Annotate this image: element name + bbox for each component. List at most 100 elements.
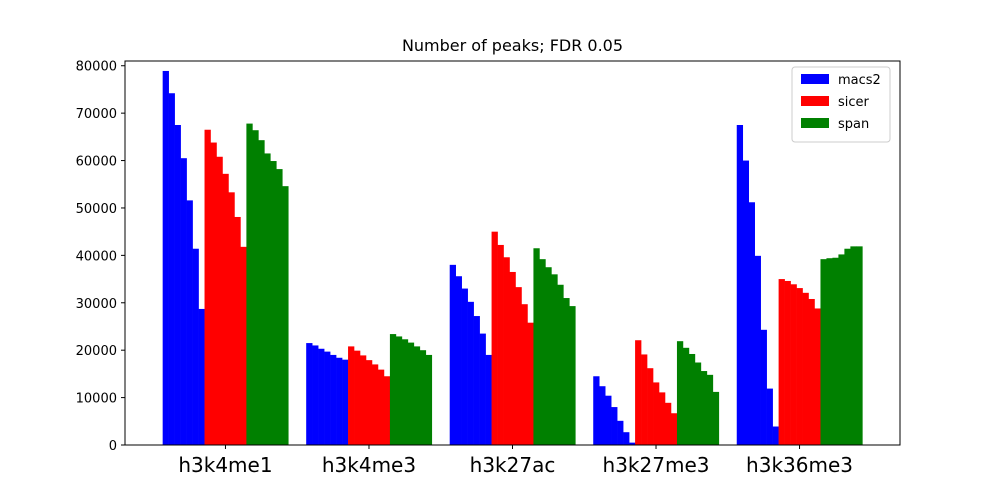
bar-span-h3k27me3-6 bbox=[706, 374, 714, 445]
bars-group bbox=[162, 70, 863, 446]
bar-span-h3k4me1-4 bbox=[264, 153, 271, 445]
bar-sicer-h3k36me3-2 bbox=[784, 280, 791, 445]
bar-macs2-h3k27me3-5 bbox=[617, 420, 624, 445]
bar-span-h3k27me3-7 bbox=[712, 391, 720, 445]
bar-span-h3k27ac-1 bbox=[533, 248, 540, 445]
bar-sicer-h3k4me1-5 bbox=[228, 192, 235, 445]
bar-macs2-h3k27ac-7 bbox=[485, 354, 492, 445]
bar-macs2-h3k27ac-4 bbox=[467, 301, 474, 445]
bar-span-h3k4me1-1 bbox=[246, 123, 253, 445]
bar-macs2-h3k4me3-5 bbox=[330, 354, 337, 445]
bar-sicer-h3k27me3-3 bbox=[647, 368, 654, 445]
y-tick-label: 10000 bbox=[76, 392, 117, 407]
bar-span-h3k4me1-7 bbox=[282, 186, 289, 445]
bar-macs2-h3k27me3-3 bbox=[605, 395, 612, 445]
bar-sicer-h3k27ac-5 bbox=[515, 287, 522, 445]
bar-sicer-h3k4me1-3 bbox=[216, 156, 223, 445]
bar-macs2-h3k36me3-6 bbox=[766, 388, 773, 445]
bar-sicer-h3k27ac-2 bbox=[497, 244, 504, 445]
bar-span-h3k27me3-4 bbox=[694, 362, 702, 445]
y-axis: 0 10000 20000 30000 40000 50000 60000 70000 8000… bbox=[76, 60, 125, 454]
plot-frame bbox=[124, 60, 901, 446]
bar-macs2-h3k27ac-6 bbox=[479, 333, 486, 445]
y-tick-label: 30000 bbox=[76, 297, 117, 312]
bar-span-h3k27me3-3 bbox=[688, 353, 696, 445]
bar-sicer-h3k4me3-6 bbox=[377, 369, 385, 445]
bar-macs2-h3k36me3-1 bbox=[736, 125, 744, 445]
bar-sicer-h3k27ac-4 bbox=[509, 271, 516, 445]
bar-macs2-h3k4me3-4 bbox=[324, 351, 331, 445]
legend-label-span: span bbox=[838, 117, 869, 132]
y-tick-label: 80000 bbox=[76, 60, 117, 75]
bar-span-h3k27me3-2 bbox=[682, 347, 690, 445]
bar-macs2-h3k27me3-1 bbox=[593, 376, 600, 445]
bar-macs2-h3k27me3-4 bbox=[611, 407, 618, 445]
y-tick-label: 70000 bbox=[76, 107, 117, 122]
bar-span-h3k4me3-5 bbox=[413, 346, 421, 445]
legend: macs2 sicer span bbox=[791, 66, 891, 143]
bar-sicer-h3k27me3-6 bbox=[664, 402, 672, 445]
x-tick-label-h3k27me3: h3k27me3 bbox=[603, 453, 710, 477]
bar-macs2-h3k36me3-3 bbox=[748, 202, 755, 445]
x-tick-label-h3k27ac: h3k27ac bbox=[470, 453, 556, 477]
bar-sicer-h3k36me3-3 bbox=[790, 284, 797, 445]
bar-macs2-h3k4me1-1 bbox=[162, 70, 169, 446]
bar-span-h3k36me3-6 bbox=[850, 246, 857, 445]
bar-sicer-h3k4me3-2 bbox=[354, 350, 361, 445]
bar-span-h3k36me3-4 bbox=[838, 254, 845, 445]
bar-sicer-h3k4me3-7 bbox=[383, 376, 391, 445]
bar-sicer-h3k4me1-2 bbox=[210, 142, 217, 446]
bar-sicer-h3k27me3-2 bbox=[641, 354, 648, 445]
bar-sicer-h3k27ac-7 bbox=[527, 322, 534, 445]
legend-swatch-span bbox=[801, 118, 829, 128]
bar-macs2-h3k4me1-4 bbox=[180, 158, 187, 445]
bar-span-h3k27ac-7 bbox=[569, 306, 576, 445]
y-tick-label: 40000 bbox=[76, 249, 117, 264]
bar-macs2-h3k27ac-1 bbox=[449, 264, 456, 445]
bar-sicer-h3k27me3-7 bbox=[670, 413, 678, 445]
bar-sicer-h3k36me3-7 bbox=[814, 308, 821, 445]
bar-macs2-h3k27ac-5 bbox=[473, 316, 480, 445]
bar-sicer-h3k4me1-6 bbox=[234, 216, 241, 445]
y-tick-label: 0 bbox=[109, 439, 117, 454]
bar-span-h3k27ac-3 bbox=[545, 267, 552, 445]
chart-title: Number of peaks; FDR 0.05 bbox=[402, 36, 623, 55]
bar-sicer-h3k36me3-5 bbox=[802, 292, 809, 445]
bar-span-h3k36me3-7 bbox=[856, 246, 863, 445]
bar-sicer-h3k4me3-3 bbox=[360, 355, 367, 445]
bar-macs2-h3k4me3-6 bbox=[336, 357, 343, 445]
bar-macs2-h3k36me3-4 bbox=[754, 255, 761, 445]
bar-span-h3k4me3-6 bbox=[419, 350, 427, 445]
bar-span-h3k4me1-2 bbox=[252, 130, 259, 445]
bar-sicer-h3k27me3-1 bbox=[635, 340, 642, 445]
y-tick-label: 50000 bbox=[76, 202, 117, 217]
x-tick-label-h3k4me3: h3k4me3 bbox=[322, 453, 416, 477]
legend-swatch-sicer bbox=[801, 96, 829, 106]
legend-swatch-macs2 bbox=[801, 74, 829, 84]
bar-macs2-h3k4me1-2 bbox=[168, 93, 175, 446]
bar-span-h3k36me3-1 bbox=[820, 259, 827, 445]
bar-sicer-h3k27me3-5 bbox=[659, 392, 666, 445]
bar-span-h3k36me3-2 bbox=[826, 258, 833, 445]
bar-span-h3k27me3-5 bbox=[700, 371, 708, 445]
bar-macs2-h3k4me3-3 bbox=[318, 348, 325, 445]
bar-span-h3k4me3-1 bbox=[389, 334, 397, 445]
bar-span-h3k4me1-3 bbox=[258, 140, 265, 446]
bar-span-h3k4me3-2 bbox=[395, 336, 403, 445]
bar-macs2-h3k27me3-2 bbox=[599, 386, 606, 445]
bar-macs2-h3k4me3-1 bbox=[306, 343, 313, 445]
bar-macs2-h3k4me1-6 bbox=[192, 248, 199, 445]
x-tick-label-h3k4me1: h3k4me1 bbox=[178, 453, 272, 477]
bar-sicer-h3k4me3-4 bbox=[365, 360, 373, 445]
bar-span-h3k4me1-5 bbox=[270, 161, 277, 445]
bar-macs2-h3k4me1-5 bbox=[186, 200, 193, 445]
x-tick-label-h3k36me3: h3k36me3 bbox=[746, 453, 853, 477]
bar-span-h3k27ac-6 bbox=[563, 298, 570, 445]
bar-sicer-h3k4me3-1 bbox=[348, 346, 355, 445]
bar-sicer-h3k36me3-1 bbox=[778, 279, 785, 445]
bar-sicer-h3k27ac-6 bbox=[521, 304, 528, 445]
bar-span-h3k27ac-5 bbox=[557, 284, 564, 445]
bar-macs2-h3k4me1-3 bbox=[174, 125, 181, 445]
bar-macs2-h3k27ac-3 bbox=[461, 288, 468, 445]
